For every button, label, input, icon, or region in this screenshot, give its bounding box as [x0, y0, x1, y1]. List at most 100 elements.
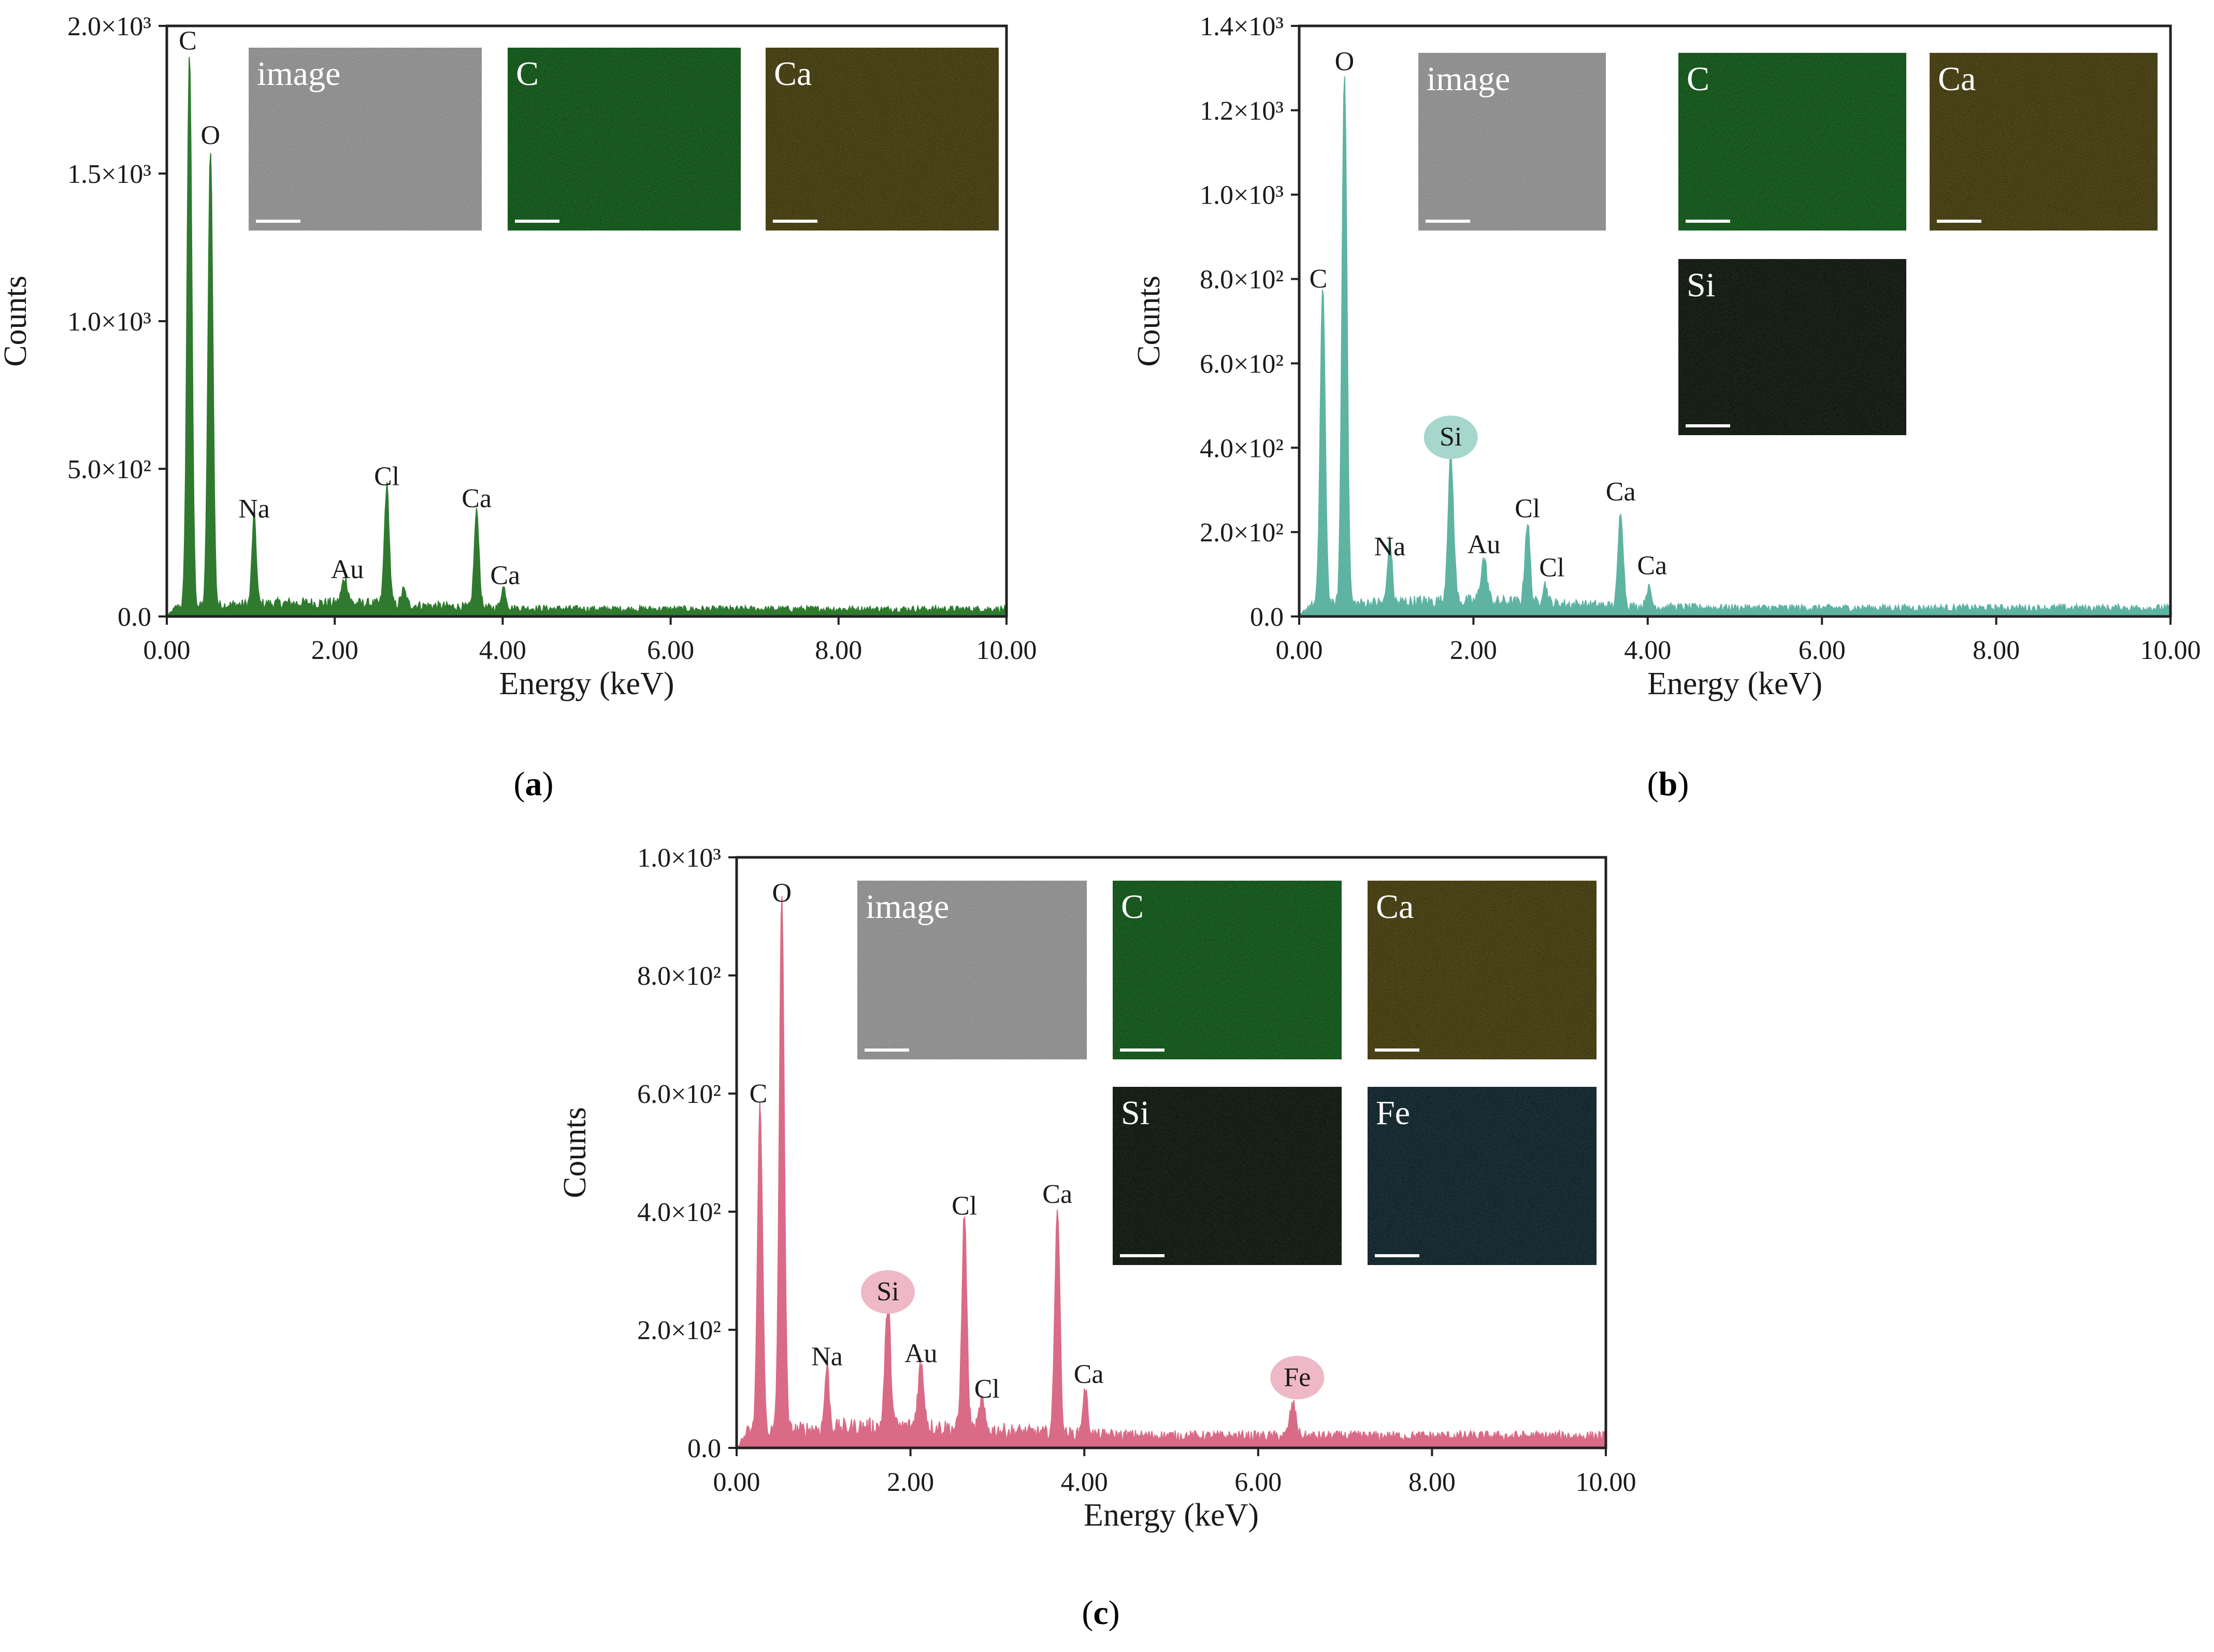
- map-label: Ca: [774, 55, 812, 93]
- peak-label: Si: [1440, 422, 1462, 452]
- y-tick-label: 1.0×10³: [637, 843, 721, 873]
- map-inset-image: image: [249, 48, 482, 231]
- x-tick-label: 8.00: [815, 636, 862, 665]
- map-inset-fe: Fe: [1368, 1087, 1597, 1265]
- map-texture: [1113, 881, 1342, 1059]
- x-axis-label: Energy (keV): [1647, 666, 1822, 701]
- x-tick-label: 6.00: [1799, 636, 1846, 665]
- y-tick-label: 1.2×10³: [1200, 96, 1284, 126]
- map-texture: [508, 48, 741, 231]
- y-tick-label: 4.0×10²: [1200, 434, 1284, 463]
- peak-label: Na: [1374, 532, 1406, 562]
- x-tick-label: 4.00: [1624, 636, 1671, 665]
- peak-label: Ca: [1606, 477, 1636, 507]
- y-axis-label: Counts: [1131, 276, 1167, 367]
- map-label: Si: [1687, 266, 1715, 304]
- map-label: C: [516, 55, 539, 93]
- y-tick-label: 6.0×10²: [1200, 349, 1284, 379]
- chart-b: 0.00 2.00 4.00 6.00 8.00 10.00 0.0 2.0×10² 4.0×1…: [1131, 12, 2201, 803]
- x-tick-label: 0.00: [1276, 636, 1323, 665]
- x-tick-label: 6.00: [647, 636, 694, 665]
- map-inset-c: C: [1678, 53, 1906, 231]
- map-inset-ca: Ca: [1368, 881, 1597, 1059]
- x-axis-label: Energy (keV): [1084, 1498, 1259, 1533]
- y-tick-label: 2.0×10²: [637, 1316, 721, 1345]
- map-texture: [1113, 1087, 1342, 1265]
- peak-label: C: [750, 1079, 768, 1109]
- map-texture: [249, 48, 482, 231]
- x-tick-label: 6.00: [1234, 1468, 1282, 1497]
- panel-label: (c): [1082, 1594, 1119, 1632]
- peak-label: Au: [1468, 530, 1501, 559]
- panel-label: (a): [514, 765, 554, 803]
- peak-label: Ca: [1074, 1360, 1104, 1389]
- peak-label: O: [1335, 47, 1355, 77]
- map-label: image: [866, 888, 949, 926]
- map-label: Ca: [1376, 888, 1414, 926]
- x-tick-label: 10.00: [2140, 636, 2201, 665]
- plot-frame: [1298, 24, 2172, 618]
- x-tick-label: 10.00: [1576, 1468, 1636, 1497]
- chart-c: 0.00 2.00 4.00 6.00 8.00 10.00 0.0 2.0×10² 4.0×1…: [557, 843, 1636, 1632]
- panel-label: (b): [1647, 765, 1689, 803]
- peak-highlight-badge: [1424, 415, 1478, 459]
- map-texture: [857, 881, 1087, 1059]
- y-tick-label: 2.0×10²: [1200, 518, 1284, 548]
- peak-label: Na: [238, 494, 270, 524]
- y-tick-label: 1.0×10³: [1200, 181, 1284, 210]
- x-tick-label: 4.00: [1061, 1468, 1108, 1497]
- spectrum-area: [736, 896, 1606, 1448]
- y-tick-label: 8.0×10²: [637, 961, 721, 991]
- peak-label: Ca: [1042, 1180, 1072, 1209]
- peak-label: O: [772, 879, 792, 908]
- x-tick-label: 10.00: [976, 636, 1037, 665]
- map-label: C: [1687, 60, 1709, 98]
- map-label: Fe: [1376, 1094, 1410, 1132]
- x-tick-label: 8.00: [1973, 636, 2020, 665]
- peak-label: Au: [904, 1339, 938, 1369]
- y-tick-label: 8.0×10²: [1200, 265, 1284, 295]
- map-texture: [1368, 881, 1597, 1059]
- peak-label: Cl: [952, 1191, 977, 1221]
- peak-label: Na: [811, 1342, 843, 1371]
- x-tick-label: 2.00: [887, 1468, 934, 1497]
- y-tick-label: 0.0: [687, 1434, 721, 1463]
- spectrum-area: [165, 57, 1007, 617]
- y-tick-label: 1.0×10³: [67, 307, 151, 337]
- map-label: image: [257, 55, 340, 93]
- chart-a: 0.00 2.00 4.00 6.00 8.00 10.00 0.0 5.0×10² 1.0×1…: [0, 12, 1037, 803]
- peak-label: Cl: [1539, 553, 1564, 583]
- map-inset-image: image: [1418, 53, 1606, 231]
- map-label: Ca: [1938, 60, 1976, 98]
- map-inset-c: C: [508, 48, 741, 231]
- map-inset-image: image: [857, 881, 1087, 1059]
- y-tick-label: 0.0: [1250, 602, 1284, 632]
- peak-label: O: [201, 121, 221, 150]
- peak-label: Fe: [1284, 1362, 1311, 1392]
- peak-label: Ca: [1637, 551, 1667, 581]
- map-texture: [766, 48, 999, 231]
- peak-label: Ca: [462, 484, 492, 513]
- x-axis-label: Energy (keV): [499, 666, 674, 701]
- x-tick-label: 2.00: [1450, 636, 1497, 665]
- map-texture: [1678, 259, 1906, 435]
- x-tick-label: 4.00: [479, 636, 526, 665]
- spectrum-area: [1298, 76, 2171, 617]
- y-tick-label: 0.0: [118, 602, 151, 632]
- peak-label: Cl: [974, 1374, 1000, 1404]
- y-tick-label: 2.0×10³: [67, 12, 151, 41]
- peak-label: C: [1310, 264, 1328, 294]
- map-inset-ca: Ca: [766, 48, 999, 231]
- plot-frame: [735, 856, 1607, 1449]
- peak-label: Si: [876, 1277, 899, 1306]
- peak-highlight-badge: [860, 1270, 915, 1314]
- peak-label: C: [179, 26, 197, 56]
- map-texture: [1930, 53, 2158, 231]
- map-inset-si: Si: [1678, 259, 1906, 435]
- x-tick-label: 0.00: [713, 1468, 760, 1497]
- y-tick-label: 1.4×10³: [1200, 12, 1284, 41]
- map-inset-c: C: [1113, 881, 1342, 1059]
- map-label: image: [1427, 60, 1510, 98]
- y-tick-label: 5.0×10²: [67, 455, 151, 484]
